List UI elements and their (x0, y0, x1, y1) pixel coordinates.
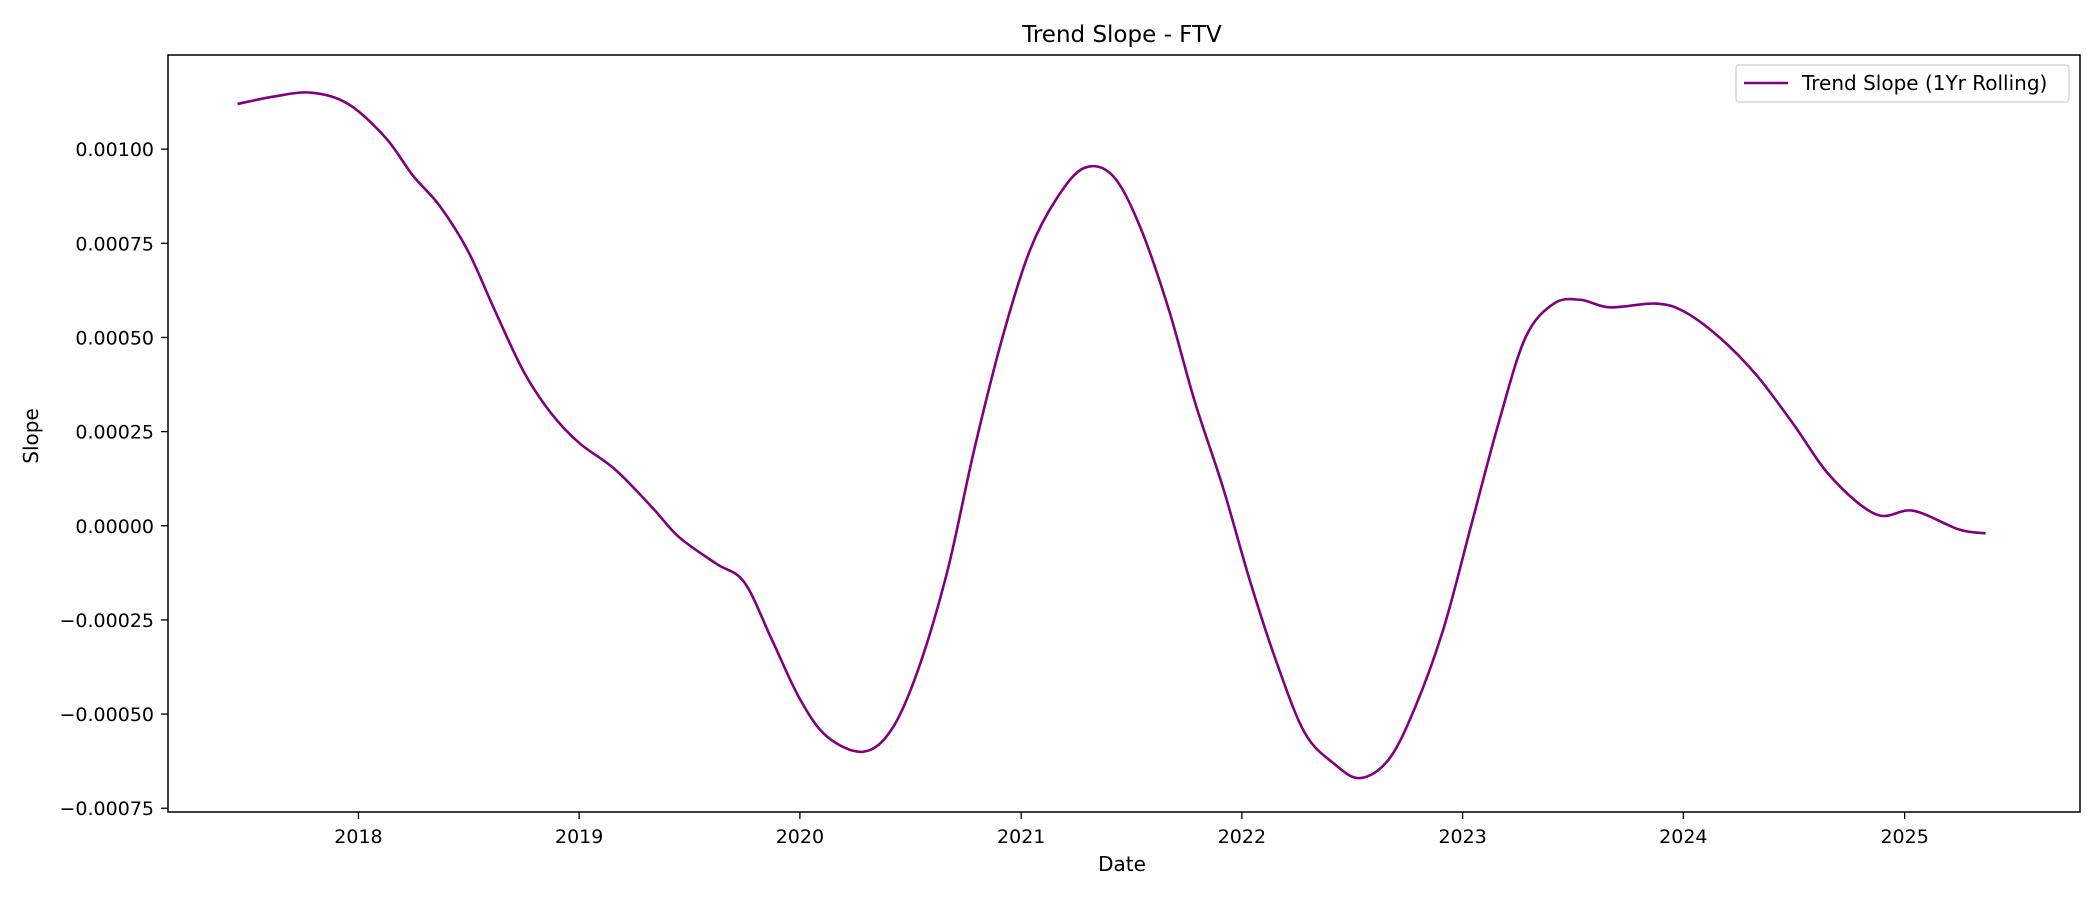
y-tick-label: 0.00050 (75, 327, 154, 349)
y-axis-label: Slope (19, 408, 43, 464)
legend: Trend Slope (1Yr Rolling) (1735, 64, 2070, 103)
x-tick-label: 2020 (776, 826, 824, 848)
y-tick-label: −0.00050 (60, 704, 155, 726)
series-line (237, 91, 1986, 780)
plot-area (237, 91, 1986, 780)
x-tick-label: 2018 (334, 826, 382, 848)
x-tick-label: 2019 (555, 826, 603, 848)
chart-title: Trend Slope - FTV (1021, 22, 1222, 48)
legend-label: Trend Slope (1Yr Rolling) (1801, 71, 2047, 95)
y-tick-label: −0.00025 (60, 610, 155, 632)
x-tick-label: 2021 (997, 826, 1045, 848)
y-tick-label: 0.00025 (75, 422, 154, 444)
y-tick-label: 0.00000 (75, 516, 154, 538)
legend-box (1735, 64, 2070, 103)
x-axis-label: Date (1098, 852, 1146, 876)
y-tick-label: 0.00075 (75, 233, 154, 255)
y-tick-label: −0.00075 (60, 798, 155, 820)
x-tick-label: 2023 (1438, 826, 1486, 848)
x-tick-label: 2025 (1880, 826, 1928, 848)
plot-frame (167, 54, 2081, 813)
y-axis: 0.00100 0.00075 0.00050 0.00025 0.00000 −0.00… (60, 139, 168, 820)
y-tick-label: 0.00100 (75, 139, 154, 161)
x-tick-label: 2024 (1659, 826, 1707, 848)
x-tick-label: 2022 (1218, 826, 1266, 848)
x-axis: 2018 2019 2020 2021 2022 2023 2024 2025 (334, 812, 1929, 848)
